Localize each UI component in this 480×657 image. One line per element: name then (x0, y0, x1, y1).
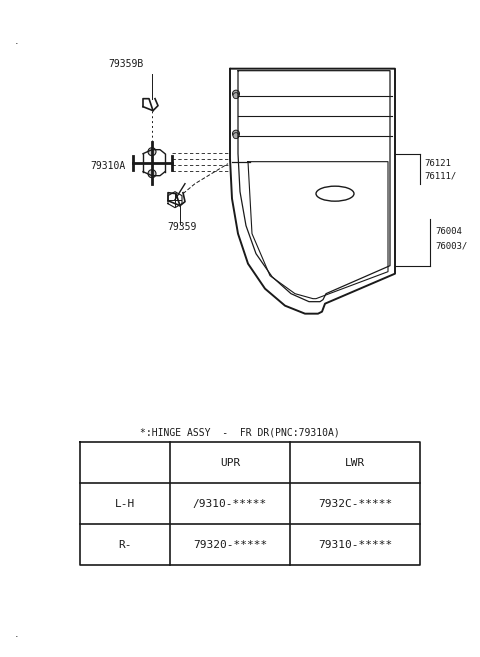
Text: .: . (15, 35, 19, 46)
Text: 79310A: 79310A (90, 161, 125, 171)
Text: 76003/: 76003/ (435, 241, 467, 250)
Text: 79359B: 79359B (108, 58, 143, 69)
Text: 7932C-*****: 7932C-***** (318, 499, 392, 509)
Text: 79310-*****: 79310-***** (318, 539, 392, 549)
Text: 76004: 76004 (435, 227, 462, 236)
Text: *:HINGE ASSY  -  FR DR(PNC:79310A): *:HINGE ASSY - FR DR(PNC:79310A) (140, 427, 340, 437)
Text: 79320-*****: 79320-***** (193, 539, 267, 549)
Text: /9310-*****: /9310-***** (193, 499, 267, 509)
Circle shape (232, 130, 240, 137)
Circle shape (233, 93, 239, 99)
Circle shape (148, 148, 156, 156)
Text: UPR: UPR (220, 458, 240, 468)
Text: 76121: 76121 (424, 159, 451, 168)
Text: R-: R- (118, 539, 132, 549)
Circle shape (148, 170, 156, 177)
Text: LWR: LWR (345, 458, 365, 468)
Text: 79359: 79359 (168, 221, 197, 232)
Text: 76111/: 76111/ (424, 171, 456, 180)
Text: .: . (15, 629, 19, 639)
Circle shape (232, 90, 240, 97)
Text: L-H: L-H (115, 499, 135, 509)
Circle shape (233, 133, 239, 139)
